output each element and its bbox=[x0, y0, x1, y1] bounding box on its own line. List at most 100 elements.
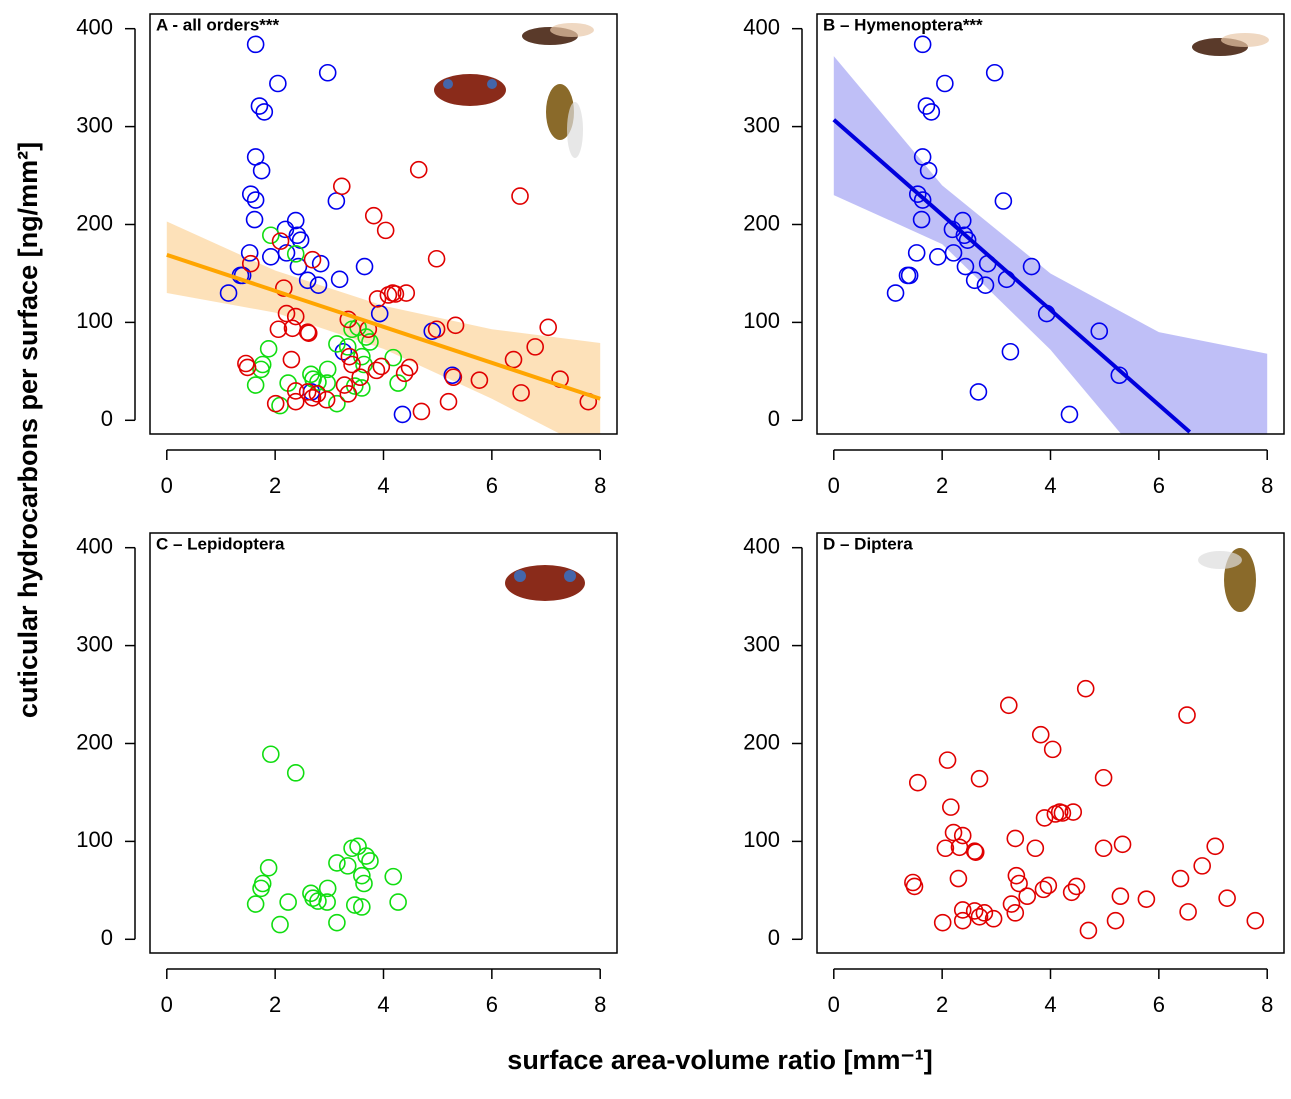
plot-frame bbox=[149, 13, 618, 435]
data-point bbox=[970, 907, 989, 926]
data-point bbox=[1137, 890, 1156, 908]
x-tick-label: 8 bbox=[594, 992, 606, 1017]
data-point bbox=[913, 191, 932, 209]
data-point bbox=[446, 316, 465, 335]
data-point bbox=[949, 869, 968, 888]
panel-title: A - all orders*** bbox=[156, 15, 280, 34]
data-point bbox=[955, 226, 974, 245]
data-point bbox=[357, 328, 375, 346]
panel: B – Hymenoptera*** 0 100 200 300 400 0 2 4 6 8 bbox=[743, 13, 1285, 498]
data-point bbox=[539, 318, 557, 337]
data-point bbox=[338, 857, 357, 875]
data-point bbox=[511, 187, 529, 205]
data-point bbox=[526, 338, 544, 356]
data-point bbox=[1006, 904, 1025, 922]
x-tick-label: 8 bbox=[1261, 473, 1273, 498]
data-point bbox=[286, 211, 305, 230]
y-tick-label: 300 bbox=[76, 112, 113, 137]
data-point bbox=[1094, 768, 1113, 787]
data-point bbox=[965, 271, 984, 290]
data-point bbox=[395, 364, 414, 383]
x-axis-label: surface area-volume ratio [mm⁻¹] bbox=[507, 1045, 932, 1075]
x-tick-label: 8 bbox=[594, 473, 606, 498]
data-point bbox=[942, 798, 960, 816]
data-point bbox=[999, 696, 1018, 715]
data-point bbox=[271, 915, 289, 934]
data-point bbox=[370, 304, 389, 323]
data-point bbox=[357, 847, 375, 865]
y-tick-label: 400 bbox=[76, 14, 113, 39]
data-point bbox=[364, 206, 383, 225]
data-point bbox=[969, 383, 988, 401]
data-point bbox=[1006, 829, 1025, 848]
data-point bbox=[409, 160, 428, 179]
data-point bbox=[386, 285, 405, 303]
data-point bbox=[255, 103, 274, 121]
data-point bbox=[241, 185, 260, 203]
data-point bbox=[1113, 835, 1132, 854]
data-point bbox=[262, 745, 280, 764]
data-point bbox=[275, 279, 293, 297]
plot-frame bbox=[816, 532, 1285, 954]
data-point bbox=[908, 773, 927, 792]
data-point bbox=[266, 394, 285, 413]
data-point bbox=[384, 867, 403, 886]
y-tick-label: 400 bbox=[743, 14, 780, 39]
data-point bbox=[328, 854, 346, 872]
data-point bbox=[286, 245, 305, 263]
data-point bbox=[338, 338, 357, 356]
data-point bbox=[1090, 322, 1109, 341]
data-point bbox=[298, 383, 317, 401]
data-point bbox=[953, 211, 972, 230]
data-point bbox=[970, 769, 989, 788]
data-point bbox=[1031, 725, 1050, 744]
x-tick-label: 2 bbox=[269, 473, 281, 498]
data-point bbox=[318, 879, 337, 898]
data-point bbox=[1246, 911, 1265, 930]
panel-title: D – Diptera bbox=[823, 534, 913, 553]
data-point bbox=[332, 177, 351, 196]
data-point bbox=[953, 911, 972, 930]
regression-line bbox=[166, 252, 601, 401]
data-point bbox=[1060, 405, 1079, 424]
data-point bbox=[286, 307, 305, 326]
data-point bbox=[355, 874, 373, 893]
data-point bbox=[1053, 804, 1072, 822]
data-point bbox=[1179, 903, 1197, 921]
data-point bbox=[1010, 874, 1028, 893]
confidence-band bbox=[833, 56, 1268, 434]
data-point bbox=[905, 877, 924, 896]
data-point bbox=[368, 290, 387, 308]
data-point bbox=[317, 390, 336, 409]
data-point bbox=[427, 249, 446, 268]
data-point bbox=[355, 257, 374, 276]
y-tick-label: 200 bbox=[76, 729, 113, 754]
data-point bbox=[309, 373, 327, 391]
data-point bbox=[384, 348, 403, 367]
data-point bbox=[908, 185, 927, 203]
data-point bbox=[286, 382, 305, 400]
y-tick-label: 200 bbox=[743, 729, 780, 754]
data-point bbox=[1064, 803, 1083, 821]
data-point bbox=[913, 35, 932, 54]
data-point bbox=[353, 898, 371, 916]
plot-frame bbox=[816, 13, 1285, 435]
data-point bbox=[512, 384, 530, 402]
data-point bbox=[443, 366, 462, 385]
confidence-band bbox=[166, 221, 601, 434]
data-point bbox=[1171, 869, 1190, 888]
data-point bbox=[936, 74, 954, 93]
x-tick-label: 4 bbox=[377, 992, 389, 1017]
y-tick-label: 300 bbox=[743, 631, 780, 656]
data-point bbox=[298, 323, 317, 341]
data-point bbox=[1111, 887, 1130, 906]
data-point bbox=[393, 405, 412, 424]
data-point bbox=[1076, 679, 1095, 698]
data-point bbox=[328, 394, 346, 413]
data-point bbox=[349, 837, 367, 856]
x-tick-label: 6 bbox=[486, 992, 498, 1017]
data-point bbox=[246, 895, 265, 913]
x-tick-label: 2 bbox=[936, 992, 948, 1017]
data-point bbox=[985, 63, 1004, 82]
